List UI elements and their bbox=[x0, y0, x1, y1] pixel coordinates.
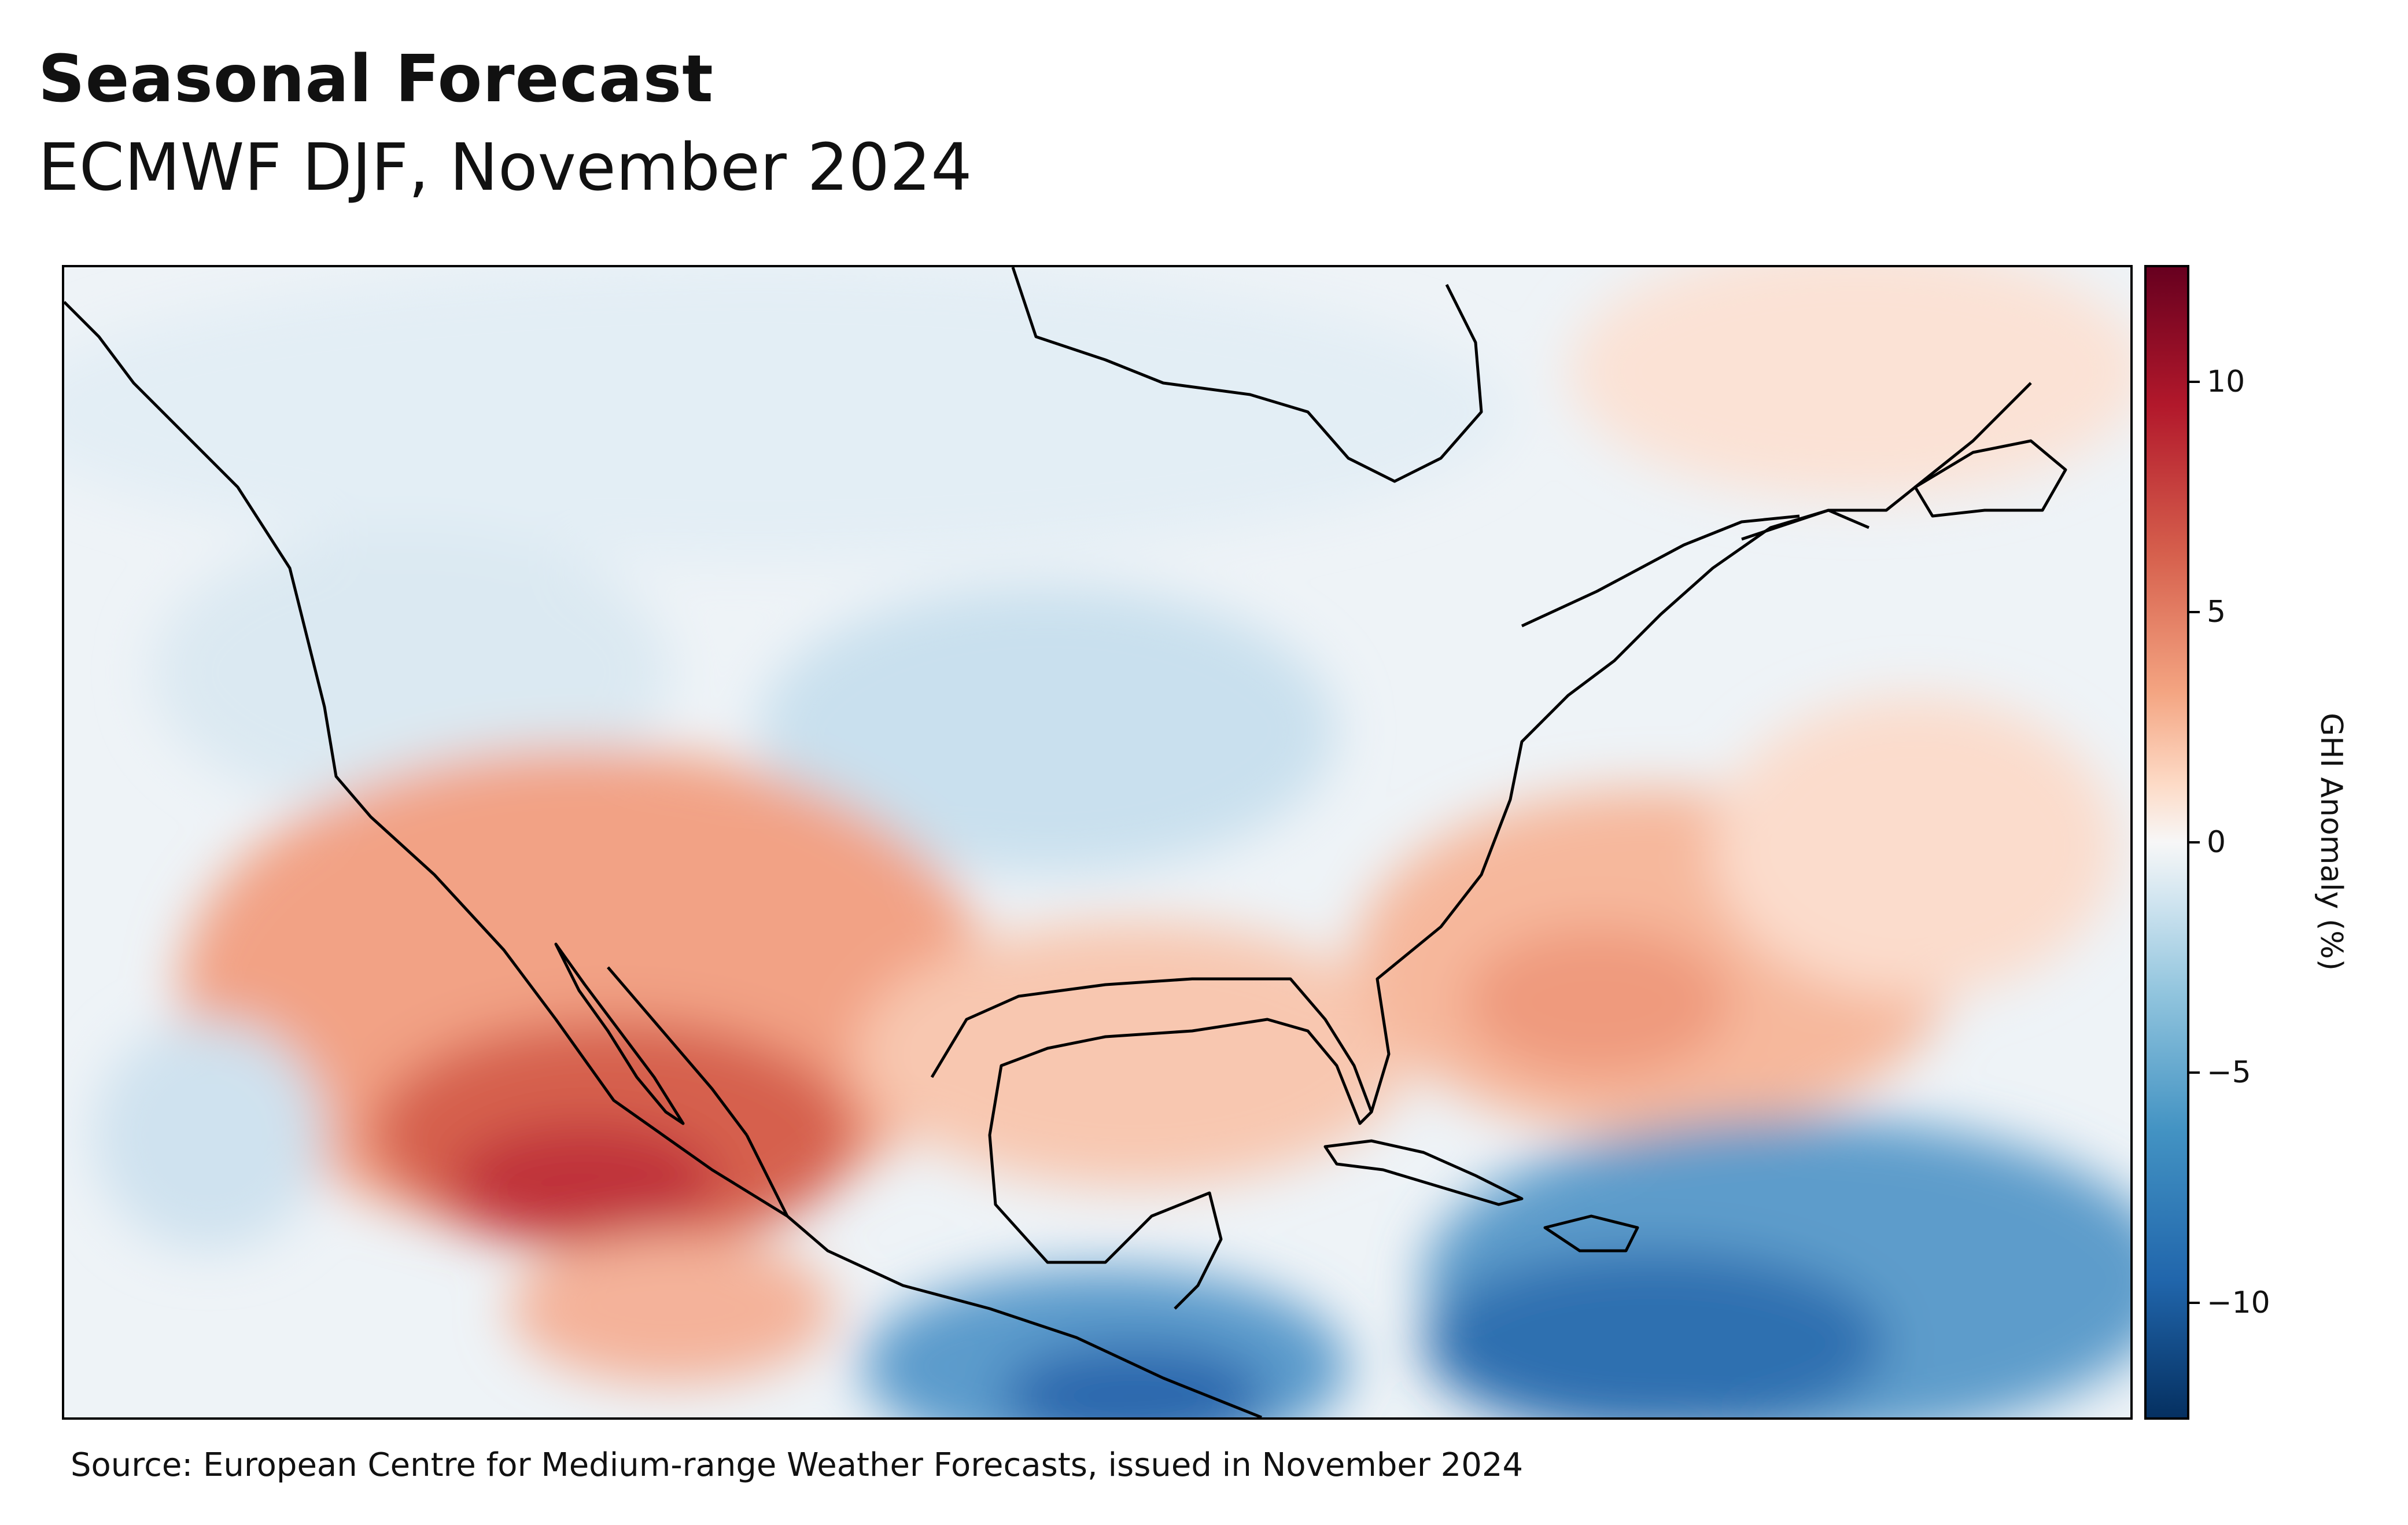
anomaly-central-us-cool bbox=[758, 585, 1337, 875]
colorbar-tick-label: −10 bbox=[2207, 1285, 2270, 1320]
page-title: Seasonal Forecast bbox=[38, 42, 714, 117]
colorbar-tick-label: 5 bbox=[2207, 595, 2226, 629]
coast-gulf-of-mexico bbox=[745, 977, 1373, 1310]
colorbar-label: GHI Anomaly (%) bbox=[2314, 713, 2348, 971]
colorbar-tick bbox=[2189, 611, 2200, 613]
coast-baja bbox=[554, 942, 685, 1125]
coast-pacific bbox=[64, 301, 1262, 1417]
colorbar-tick bbox=[2189, 841, 2200, 843]
anomaly-pacific-warm-south bbox=[510, 1233, 834, 1384]
page-subtitle: ECMWF DJF, November 2024 bbox=[38, 130, 972, 205]
source-note: Source: European Centre for Medium-range… bbox=[71, 1446, 1524, 1484]
colorbar-tick bbox=[2189, 1302, 2200, 1304]
colorbar-tick bbox=[2189, 1071, 2200, 1074]
coast-hispaniola bbox=[1543, 1214, 1639, 1253]
anomaly-atlantic-warm-core bbox=[1464, 927, 1730, 1077]
forecast-map bbox=[62, 265, 2133, 1420]
anomaly-field bbox=[64, 267, 2130, 1417]
colorbar-tick-label: 0 bbox=[2207, 825, 2226, 860]
coast-gulf-of-california bbox=[607, 966, 748, 1136]
anomaly-far-pacific-cool bbox=[93, 1019, 324, 1251]
anomaly-north-cool bbox=[64, 267, 1510, 562]
colorbar-tick-label: −5 bbox=[2207, 1055, 2251, 1090]
anomaly-west-canada-cool bbox=[151, 528, 672, 817]
anomaly-pacific-warm-max bbox=[452, 1124, 718, 1239]
anomaly-central-america-cool-core bbox=[1001, 1343, 1267, 1417]
colorbar-tick-label: 10 bbox=[2207, 364, 2245, 399]
anomaly-atlantic-warm-east bbox=[1713, 695, 2118, 996]
anomaly-ne-warm bbox=[1568, 267, 2130, 499]
coast-hudson-bay bbox=[1011, 267, 1483, 483]
anomaly-caribbean-cool-core bbox=[1424, 1251, 1886, 1417]
coast-newfoundland bbox=[1913, 439, 2067, 518]
anomaly-gulf-warm bbox=[857, 921, 1412, 1187]
coast-st-lawrence bbox=[1521, 509, 1869, 628]
coast-atlantic-east bbox=[1370, 382, 2032, 1113]
coast-cuba bbox=[1323, 1139, 1524, 1206]
colorbar-tick bbox=[2189, 381, 2200, 383]
colorbar bbox=[2144, 265, 2189, 1420]
coastlines bbox=[64, 267, 2067, 1417]
